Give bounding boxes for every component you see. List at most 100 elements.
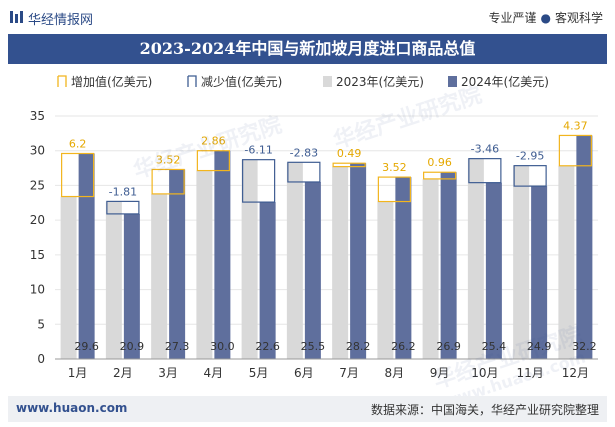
- footer-site: www.huaon.com: [16, 401, 128, 415]
- x-tick-label-11月: 11月: [516, 366, 543, 380]
- y-tick-label-15: 15: [30, 248, 45, 262]
- value-label-2024-7月: 28.2: [346, 340, 371, 353]
- chart-title: 2023-2024年中国与新加坡月度进口商品总值: [139, 39, 476, 58]
- change-boxes: [61, 134, 592, 215]
- increase-box-4月: [196, 150, 230, 172]
- bar-2023-5月: [241, 159, 258, 359]
- x-tick-label-8月: 8月: [385, 366, 405, 380]
- decrease-box-2月: [106, 200, 140, 215]
- grid: [55, 115, 598, 325]
- increase-box-3月: [151, 168, 185, 195]
- bar-2023-9月: [422, 178, 439, 359]
- bar-2024-1月: [78, 153, 95, 359]
- increase-box-1月: [61, 152, 95, 198]
- y-tick-label-10: 10: [30, 283, 45, 297]
- change-label-12月: 4.37: [563, 119, 588, 132]
- bar-2024-12月: [576, 135, 593, 359]
- bar-2023-1月: [60, 196, 77, 359]
- value-label-2024-12月: 32.2: [572, 340, 597, 353]
- tagline: 专业严谨 ● 客观科学: [488, 9, 603, 26]
- x-tick-label-3月: 3月: [158, 366, 178, 380]
- increase-box-12月: [558, 134, 592, 167]
- increase-box-9月: [423, 171, 457, 180]
- bar-2024-2月: [123, 213, 140, 359]
- value-label-2024-8月: 26.2: [391, 340, 416, 353]
- bar-2024-11月: [531, 186, 548, 359]
- decrease-box-11月: [513, 165, 547, 187]
- change-label-7月: 0.49: [337, 147, 362, 160]
- change-label-8月: 3.52: [382, 161, 407, 174]
- top-bar: 华经情报网 专业严谨 ● 客观科学: [0, 0, 615, 34]
- bar-2024-9月: [440, 172, 457, 359]
- tagline-dot-icon: ●: [540, 11, 551, 25]
- decrease-box-5月: [242, 159, 276, 203]
- bar-2023-8月: [377, 201, 394, 359]
- decrease-box-6月: [287, 161, 321, 183]
- title-bar: 2023-2024年中国与新加坡月度进口商品总值: [8, 34, 607, 64]
- y-tick-label-30: 30: [30, 144, 45, 158]
- change-label-6月: -2.83: [290, 146, 318, 159]
- bar-2023-11月: [513, 165, 530, 359]
- change-label-11月: -2.95: [516, 150, 544, 163]
- change-label-10月: -3.46: [471, 143, 499, 156]
- bar-2024-3月: [169, 169, 186, 359]
- value-label-2024-2月: 20.9: [120, 340, 145, 353]
- legend-swatch-decrease: [187, 75, 197, 87]
- bars: [60, 135, 593, 359]
- bar-2024-5月: [259, 202, 276, 359]
- value-label-2024-4月: 30.0: [210, 340, 235, 353]
- legend-swatch-2023: [323, 76, 332, 87]
- bar-2023-6月: [286, 162, 303, 359]
- value-label-2024-6月: 25.5: [301, 340, 326, 353]
- change-label-2月: -1.81: [109, 185, 137, 198]
- y-tick-label-35: 35: [30, 109, 45, 123]
- bar-2023-3月: [151, 193, 168, 359]
- legend-label-1: 减少值(亿美元): [201, 74, 282, 89]
- brand-name: 华经情报网: [28, 13, 94, 28]
- increase-box-7月: [332, 162, 366, 168]
- legend-swatch-2024: [448, 76, 457, 87]
- x-tick-label-4月: 4月: [204, 366, 224, 380]
- bar-2024-7月: [350, 163, 367, 359]
- brand-logo-icon: [10, 11, 23, 23]
- change-label-3月: 3.52: [156, 153, 181, 166]
- value-label-2024-11月: 24.9: [527, 340, 552, 353]
- bar-2024-8月: [395, 177, 412, 359]
- y-tick-label-5: 5: [37, 317, 45, 331]
- change-label-9月: 0.96: [427, 156, 452, 169]
- legend-label-2: 2023年(亿美元): [336, 74, 424, 89]
- x-tick-label-10月: 10月: [471, 366, 498, 380]
- y-tick-label-25: 25: [30, 178, 45, 192]
- bar-chart: 0 5 10 15 20 25 30 35 6.2 29.6 -1.81 20.9 3.52 27.3 2…: [30, 74, 598, 380]
- y-tick-label-0: 0: [37, 352, 45, 366]
- x-tick-label-6月: 6月: [294, 366, 314, 380]
- legend-label-3: 2024年(亿美元): [461, 74, 549, 89]
- bar-2023-4月: [196, 170, 213, 359]
- legend-swatch-increase: [57, 75, 67, 87]
- bar-2023-7月: [332, 166, 349, 359]
- bar-2024-4月: [214, 150, 231, 359]
- bar-2024-10月: [485, 182, 502, 359]
- change-label-4月: 2.86: [201, 135, 226, 148]
- value-label-2024-9月: 26.9: [436, 340, 461, 353]
- x-tick-label-12月: 12月: [562, 366, 589, 380]
- x-tick-label-9月: 9月: [430, 366, 450, 380]
- decrease-box-10月: [468, 158, 502, 184]
- bar-2024-6月: [304, 181, 321, 359]
- x-tick-label-5月: 5月: [249, 366, 269, 380]
- y-tick-label-20: 20: [30, 213, 45, 227]
- legend: 增加值(亿美元) 减少值(亿美元) 2023年(亿美元) 2024年(亿美元): [57, 74, 549, 89]
- tagline-left: 专业严谨: [488, 11, 537, 25]
- change-label-1月: 6.2: [69, 137, 87, 150]
- change-label-5月: -6.11: [244, 144, 272, 157]
- tagline-right: 客观科学: [554, 11, 603, 25]
- value-label-2024-10月: 25.4: [482, 340, 507, 353]
- value-label-2024-5月: 22.6: [255, 340, 280, 353]
- x-tick-label-7月: 7月: [339, 366, 359, 380]
- bar-2023-10月: [467, 158, 484, 359]
- data-labels: 6.2 29.6 -1.81 20.9 3.52 27.3 2.86 30.0 -6.11 22.…: [69, 119, 597, 353]
- bar-2023-2月: [105, 201, 122, 359]
- y-axis: 0 5 10 15 20 25 30 35: [30, 109, 45, 366]
- legend-label-0: 增加值(亿美元): [71, 74, 152, 89]
